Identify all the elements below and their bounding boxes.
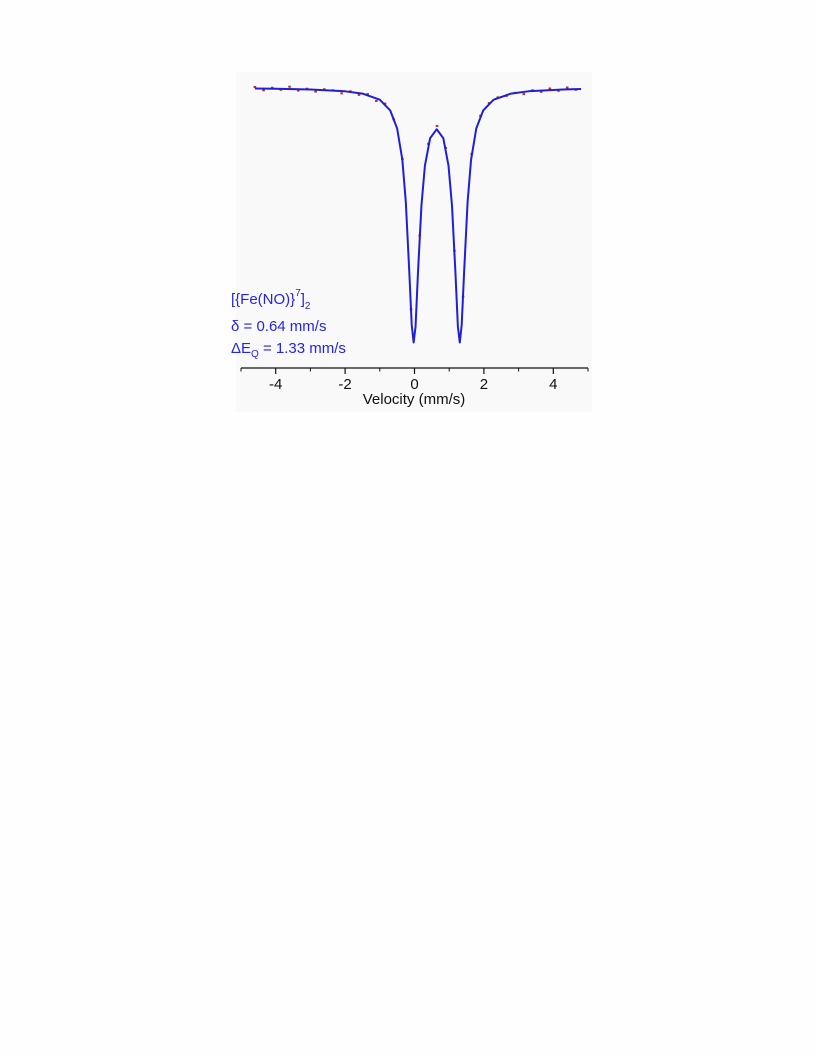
data-point: [314, 90, 317, 93]
annotation-subscript: 2: [305, 301, 311, 312]
data-point: [262, 89, 265, 92]
data-point: [548, 87, 552, 90]
x-tick-label: 4: [549, 376, 557, 393]
data-point: [539, 90, 543, 93]
x-tick-label: -4: [269, 376, 282, 393]
data-point: [383, 102, 387, 105]
data-point: [253, 85, 257, 88]
data-point: [522, 93, 526, 96]
annotation-subscript: Q: [251, 349, 259, 360]
x-tick-label: 2: [480, 376, 488, 393]
data-point: [435, 124, 439, 127]
annotation-text: [{Fe(NO)}: [231, 291, 295, 308]
data-point: [565, 86, 569, 89]
x-axis-label: Velocity (mm/s): [363, 391, 466, 408]
annotation-text: ]: [301, 291, 305, 308]
data-point: [296, 89, 300, 92]
fit-line: [254, 87, 582, 344]
data-point: [557, 89, 560, 92]
figure-background: [236, 72, 592, 412]
annotation-text: = 1.33 mm/s: [259, 340, 346, 357]
data-point: [357, 93, 361, 96]
data-point: [366, 93, 369, 96]
data-point: [375, 99, 378, 102]
annotation: δ = 0.64 mm/s: [231, 318, 326, 335]
annotation-superscript: 7: [295, 288, 301, 299]
annotation-text: δ = 0.64 mm/s: [231, 318, 326, 335]
data-point: [288, 85, 291, 88]
x-tick-label: 0: [410, 376, 418, 393]
annotation: ΔEQ = 1.33 mm/s: [231, 340, 346, 360]
x-tick-label: -2: [338, 376, 351, 393]
annotation: [{Fe(NO)}7]2: [231, 288, 311, 312]
annotation-text: ΔE: [231, 340, 251, 357]
data-point: [340, 92, 343, 95]
